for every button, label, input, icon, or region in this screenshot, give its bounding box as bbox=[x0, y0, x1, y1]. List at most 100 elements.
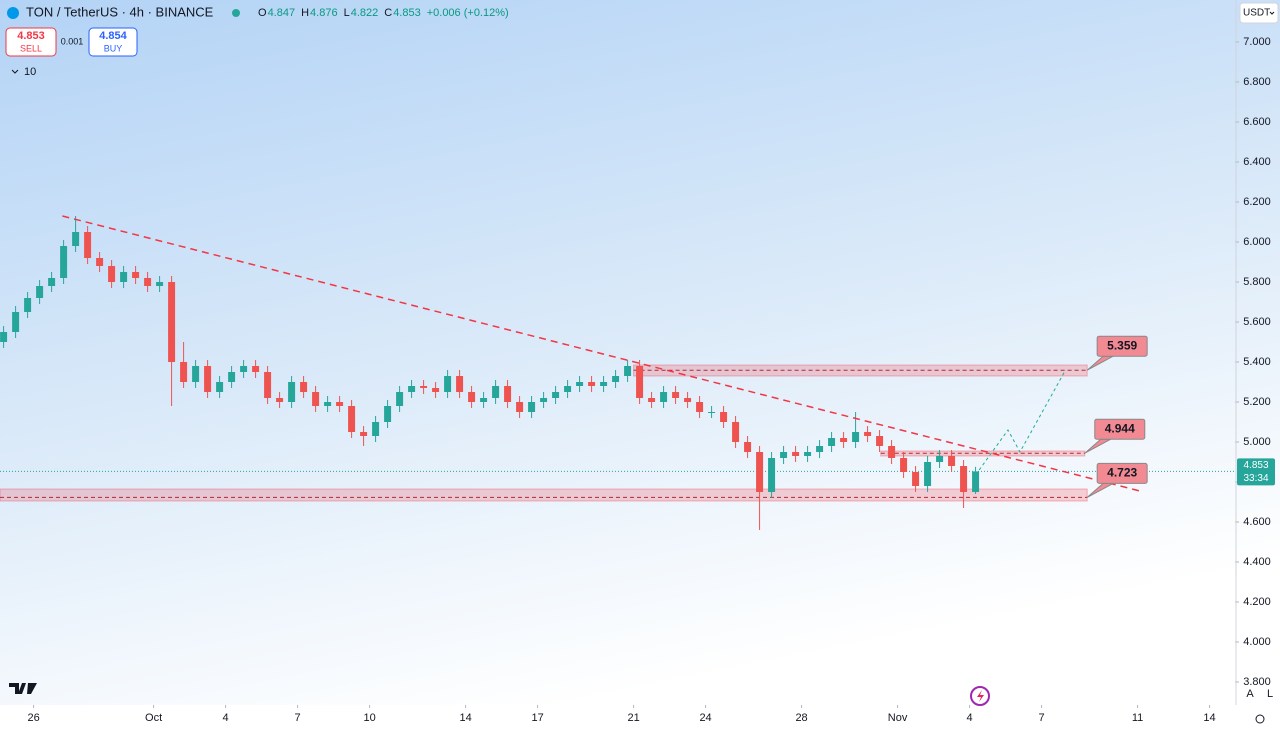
candle-body bbox=[96, 258, 104, 266]
last-price-label: 4.853 bbox=[1243, 460, 1268, 471]
ohlc-key: L bbox=[344, 7, 350, 19]
candle-body bbox=[108, 266, 116, 282]
ohlc-value: 4.853 bbox=[393, 7, 421, 19]
x-tick-label: 11 bbox=[1132, 712, 1143, 724]
countdown-label: 33:34 bbox=[1243, 473, 1268, 484]
auto-scale[interactable]: A bbox=[1246, 688, 1254, 700]
candle-body bbox=[132, 272, 140, 278]
sell-price[interactable]: 4.853 bbox=[17, 30, 45, 42]
candle-body bbox=[456, 376, 464, 392]
candle-body bbox=[144, 278, 152, 286]
x-tick-label: Oct bbox=[145, 712, 162, 724]
candle-body bbox=[900, 458, 908, 472]
candle-body bbox=[912, 472, 920, 486]
zone-label: 5.359 bbox=[1107, 338, 1137, 352]
candle-body bbox=[744, 442, 752, 452]
x-tick-label: 17 bbox=[531, 712, 543, 724]
symbol-title: TON / TetherUS · 4h · BINANCE bbox=[26, 4, 214, 19]
candle-body bbox=[372, 422, 380, 436]
y-tick-label: 6.800 bbox=[1243, 76, 1271, 88]
ohlc-key: O bbox=[258, 7, 267, 19]
y-tick-label: 3.800 bbox=[1243, 676, 1271, 688]
buy-button[interactable] bbox=[88, 27, 138, 57]
candle-body bbox=[336, 402, 344, 406]
candle-body bbox=[276, 398, 284, 402]
tradingview-logo[interactable] bbox=[9, 683, 37, 694]
candle-body bbox=[840, 438, 848, 442]
sell-button[interactable] bbox=[5, 27, 57, 57]
candle-body bbox=[888, 446, 896, 458]
candle-body bbox=[60, 246, 68, 278]
candle-body bbox=[948, 456, 956, 466]
ohlc-change: +0.006 (+0.12%) bbox=[427, 7, 509, 19]
candle-body bbox=[240, 366, 248, 372]
y-tick-label: 5.000 bbox=[1243, 436, 1271, 448]
candle-body bbox=[600, 382, 608, 386]
time-axis-band bbox=[0, 705, 1280, 730]
collapse-icon[interactable] bbox=[11, 69, 19, 74]
candle-body bbox=[12, 312, 20, 332]
indicator-count[interactable]: 10 bbox=[24, 66, 36, 78]
x-tick-label: Nov bbox=[888, 712, 908, 724]
candle-body bbox=[192, 366, 200, 382]
y-tick-label: 6.200 bbox=[1243, 196, 1271, 208]
y-tick-label: 5.400 bbox=[1243, 356, 1271, 368]
last-price-box bbox=[1237, 458, 1275, 486]
x-tick-label: 14 bbox=[1203, 712, 1215, 724]
candle-body bbox=[720, 412, 728, 422]
zone-label: 4.723 bbox=[1107, 466, 1137, 480]
candle-body bbox=[324, 402, 332, 406]
candle-body bbox=[396, 392, 404, 406]
candle-body bbox=[156, 282, 164, 286]
candle-body bbox=[24, 298, 32, 312]
zone-label-box bbox=[1094, 418, 1146, 440]
buy-price[interactable]: 4.854 bbox=[99, 30, 127, 42]
y-tick-label: 6.000 bbox=[1243, 236, 1271, 248]
y-tick-label: 4.000 bbox=[1243, 636, 1271, 648]
candle-body bbox=[660, 392, 668, 402]
buy-label[interactable]: BUY bbox=[104, 43, 123, 53]
y-tick-label: 4.400 bbox=[1243, 556, 1271, 568]
x-tick-label: 7 bbox=[295, 712, 301, 724]
x-tick-label: 14 bbox=[459, 712, 471, 724]
candle-body bbox=[708, 412, 716, 413]
candle-body bbox=[960, 466, 968, 492]
candle-body bbox=[420, 386, 428, 388]
candle-body bbox=[384, 406, 392, 422]
candle-body bbox=[312, 392, 320, 406]
y-tick-label: 5.600 bbox=[1243, 316, 1271, 328]
candle-body bbox=[348, 406, 356, 432]
candle-body bbox=[468, 392, 476, 402]
trendline bbox=[62, 215, 1141, 492]
x-tick-label: 21 bbox=[627, 712, 639, 724]
ohlc-values: O 4.847 H 4.876 L 4.822 C 4.853 +0.006 (+0.12%) bbox=[258, 7, 509, 19]
candle-body bbox=[732, 422, 740, 442]
sell-label[interactable]: SELL bbox=[20, 43, 42, 53]
currency-caret bbox=[1269, 11, 1275, 15]
currency-button[interactable] bbox=[1239, 2, 1279, 24]
candle-body bbox=[564, 386, 572, 392]
replay-icon[interactable] bbox=[970, 686, 990, 706]
candle-body bbox=[684, 398, 692, 402]
candle-body bbox=[288, 382, 296, 402]
candle-body bbox=[792, 452, 800, 456]
settings-icon[interactable] bbox=[1255, 714, 1265, 724]
candle-body bbox=[180, 362, 188, 382]
y-tick-label: 6.400 bbox=[1243, 156, 1271, 168]
candle-body bbox=[516, 402, 524, 412]
zone bbox=[0, 488, 1088, 502]
log-scale[interactable]: L bbox=[1267, 688, 1273, 700]
market-status bbox=[232, 9, 240, 17]
candle-body bbox=[756, 452, 764, 492]
candle-body bbox=[252, 366, 260, 372]
replay-bolt bbox=[977, 690, 984, 702]
overlay: TON / TetherUS · 4h · BINANCE O 4.847 H 4.8… bbox=[5, 2, 1279, 724]
x-tick-label: 28 bbox=[795, 712, 807, 724]
candle-body bbox=[504, 386, 512, 402]
ohlc-value: 4.876 bbox=[310, 7, 338, 19]
candle-body bbox=[204, 366, 212, 392]
currency[interactable]: USDT bbox=[1243, 8, 1270, 19]
ohlc-value: 4.822 bbox=[351, 7, 379, 19]
candle-body bbox=[924, 462, 932, 486]
x-tick-label: 10 bbox=[363, 712, 375, 724]
